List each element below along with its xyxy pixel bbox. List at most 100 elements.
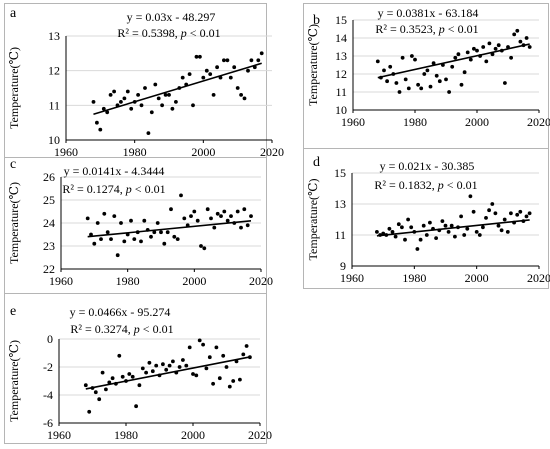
panel-frame [303,3,549,152]
data-point [99,237,103,242]
data-point [515,28,520,33]
data-point [147,360,152,365]
data-point [92,241,97,246]
data-point [164,367,169,372]
panel-e: -6 -4 -2 0 1960 1980 2000 2020 Temperature(℃) e y … [4,293,272,444]
r-squared-label: R² = 0.1274, p < 0.01 [62,182,165,196]
data-point [241,352,246,357]
data-point [415,247,420,251]
data-point [122,96,127,101]
data-point [239,93,244,97]
trend-line [376,219,530,237]
data-point [493,46,498,51]
data-point [172,234,177,239]
data-point [212,225,217,230]
panel-a: 10 11 12 13 1960 1980 2000 2020 Temperature(℃) a y… [4,3,284,161]
panel-letter: c [10,157,16,172]
data-point [215,211,220,216]
data-point [187,345,192,350]
y-tick-label: 11 [48,98,60,112]
data-point [170,106,175,111]
data-point [512,32,517,37]
data-point [100,370,105,375]
data-point [496,43,501,48]
data-point [238,377,242,382]
r-squared-label: R² = 0.1832, p < 0.01 [374,178,477,192]
data-point [155,221,160,225]
panel-frame [4,157,267,298]
y-tick-label: 25 [43,193,55,207]
data-point [249,58,254,63]
data-point [108,93,113,97]
data-point [403,237,407,242]
trend-equation: y = 0.0466x - 95.274 [70,305,171,319]
data-point [219,214,223,219]
data-point [524,36,529,40]
data-point [144,370,149,375]
x-tick-label: 2020 [249,274,273,288]
panel-frame [303,148,549,289]
data-point [87,409,92,414]
x-tick-label: 1980 [403,115,427,129]
data-point [104,387,108,392]
data-point [428,220,432,225]
x-tick-label: 1960 [49,274,73,288]
data-point [235,209,240,214]
data-point [211,381,216,386]
data-point [244,344,249,348]
data-point [156,96,161,101]
data-point [134,404,139,409]
y-tick-label: 11 [334,228,346,242]
panel-b: 10 11 12 13 14 15 1960 1980 2000 2020 Temperature(… [303,3,550,152]
data-point [112,89,116,94]
data-point [235,86,240,90]
data-point [162,241,167,246]
data-point [142,218,147,223]
x-tick-label: 1960 [47,428,71,442]
data-point [416,82,420,87]
data-point [400,55,405,60]
y-tick-label: 26 [43,170,55,184]
data-point [484,59,489,64]
data-point [459,82,464,87]
data-point [385,79,389,84]
data-point [215,65,220,70]
data-point [191,103,195,108]
data-point [105,230,110,235]
data-point [95,221,100,225]
data-point [425,68,430,73]
data-point [137,383,142,388]
y-tick-label: 13 [48,29,60,43]
x-tick-label: 2000 [182,274,206,288]
data-point [97,397,102,402]
data-point [105,110,110,115]
x-tick-label: 2000 [191,145,215,159]
data-point [208,72,213,76]
data-point [487,41,492,46]
y-tick-label: 15 [335,13,347,27]
data-point [434,236,438,241]
data-point [524,214,529,219]
r-squared-label: R² = 0.3274, p < 0.01 [70,322,173,336]
data-point [83,383,88,388]
data-point [406,217,410,222]
data-point [192,209,197,214]
panel-letter: e [10,304,16,319]
data-point [150,369,155,374]
data-point [406,86,411,91]
data-point [484,216,488,220]
data-point [421,223,426,228]
data-point [468,57,473,62]
y-axis-label: Temperature(℃) [7,47,21,129]
data-point [149,234,153,239]
data-point [443,223,448,228]
data-point [146,131,151,136]
panel-frame [4,3,267,161]
data-point [394,81,399,85]
data-point [499,228,504,233]
data-point [474,230,479,234]
data-point [456,52,461,57]
y-tick-label: 23 [43,239,55,253]
data-point [459,214,463,219]
data-point [449,223,454,228]
